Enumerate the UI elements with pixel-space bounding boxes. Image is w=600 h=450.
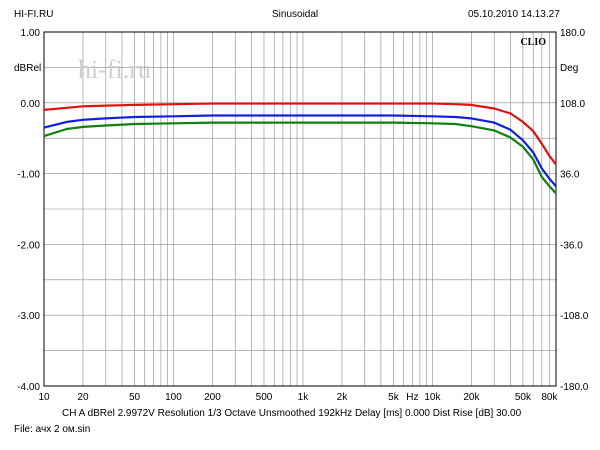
x-tick-label: 10 bbox=[38, 392, 50, 403]
y-tick-label: -2.00 bbox=[17, 240, 40, 251]
plot-frame bbox=[43, 31, 557, 387]
series-lines bbox=[43, 102, 557, 195]
x-tick-label: 500 bbox=[256, 392, 273, 403]
y-tick-label: 1.00 bbox=[21, 28, 41, 39]
x-tick-label: 100 bbox=[165, 392, 182, 403]
y2-tick-label: 36.0 bbox=[560, 170, 580, 181]
grid-lines bbox=[44, 32, 556, 386]
y2-tick-label: -108.0 bbox=[560, 311, 589, 322]
x-tick-label: 50 bbox=[129, 392, 141, 403]
clio-brand-label: CLIO bbox=[520, 37, 546, 48]
header-center-title: Sinusoidal bbox=[272, 9, 319, 20]
x-tick-label: 10k bbox=[424, 392, 441, 403]
x-tick-label: 2k bbox=[337, 392, 349, 403]
x-tick-label: 20 bbox=[77, 392, 89, 403]
red-response-line bbox=[43, 102, 557, 166]
y2-tick-label: -180.0 bbox=[560, 382, 589, 393]
axis-labels: 1.00 0.00 -1.00 -2.00 -3.00 -4.00 180.0 108.0 36… bbox=[14, 28, 589, 403]
header-left-title: HI-FI.RU bbox=[14, 9, 54, 20]
x-tick-label: 80k bbox=[541, 392, 558, 403]
x-tick-label: 50k bbox=[515, 392, 532, 403]
y2-tick-label: 180.0 bbox=[560, 28, 585, 39]
x-tick-label: 20k bbox=[463, 392, 480, 403]
blue-response-line bbox=[43, 114, 557, 188]
y-tick-label: -1.00 bbox=[17, 170, 40, 181]
y-tick-label: -4.00 bbox=[17, 382, 40, 393]
y-axis-label: dBRel bbox=[14, 63, 41, 74]
y2-axis-label: Deg bbox=[560, 63, 578, 74]
x-tick-label: 1k bbox=[298, 392, 310, 403]
watermark-logo: hi-fi.ru bbox=[78, 55, 151, 84]
y-tick-label: 0.00 bbox=[21, 99, 41, 110]
x-tick-label: 5k bbox=[388, 392, 400, 403]
y2-tick-label: -36.0 bbox=[560, 240, 583, 251]
footer-settings: CH A dBRel 2.9972V Resolution 1/3 Octave… bbox=[62, 408, 522, 419]
header-timestamp: 05.10.2010 14.13.27 bbox=[468, 9, 560, 20]
x-axis-unit-label: Hz bbox=[406, 392, 418, 403]
x-tick-label: 200 bbox=[204, 392, 221, 403]
y-tick-label: -3.00 bbox=[17, 311, 40, 322]
footer-file-name: File: ачх 2 ом.sin bbox=[14, 424, 91, 435]
green-response-line bbox=[43, 121, 557, 195]
y2-tick-label: 108.0 bbox=[560, 99, 585, 110]
